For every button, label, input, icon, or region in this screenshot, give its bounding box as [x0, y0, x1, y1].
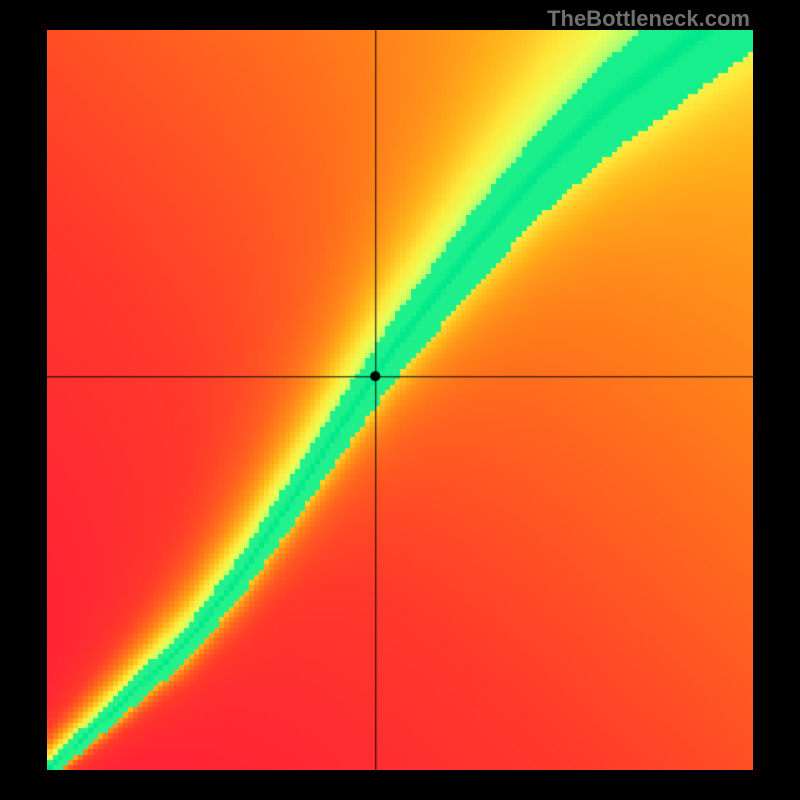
watermark-text: TheBottleneck.com	[547, 6, 750, 32]
heatmap-canvas	[47, 30, 753, 770]
heatmap-plot	[47, 30, 753, 770]
